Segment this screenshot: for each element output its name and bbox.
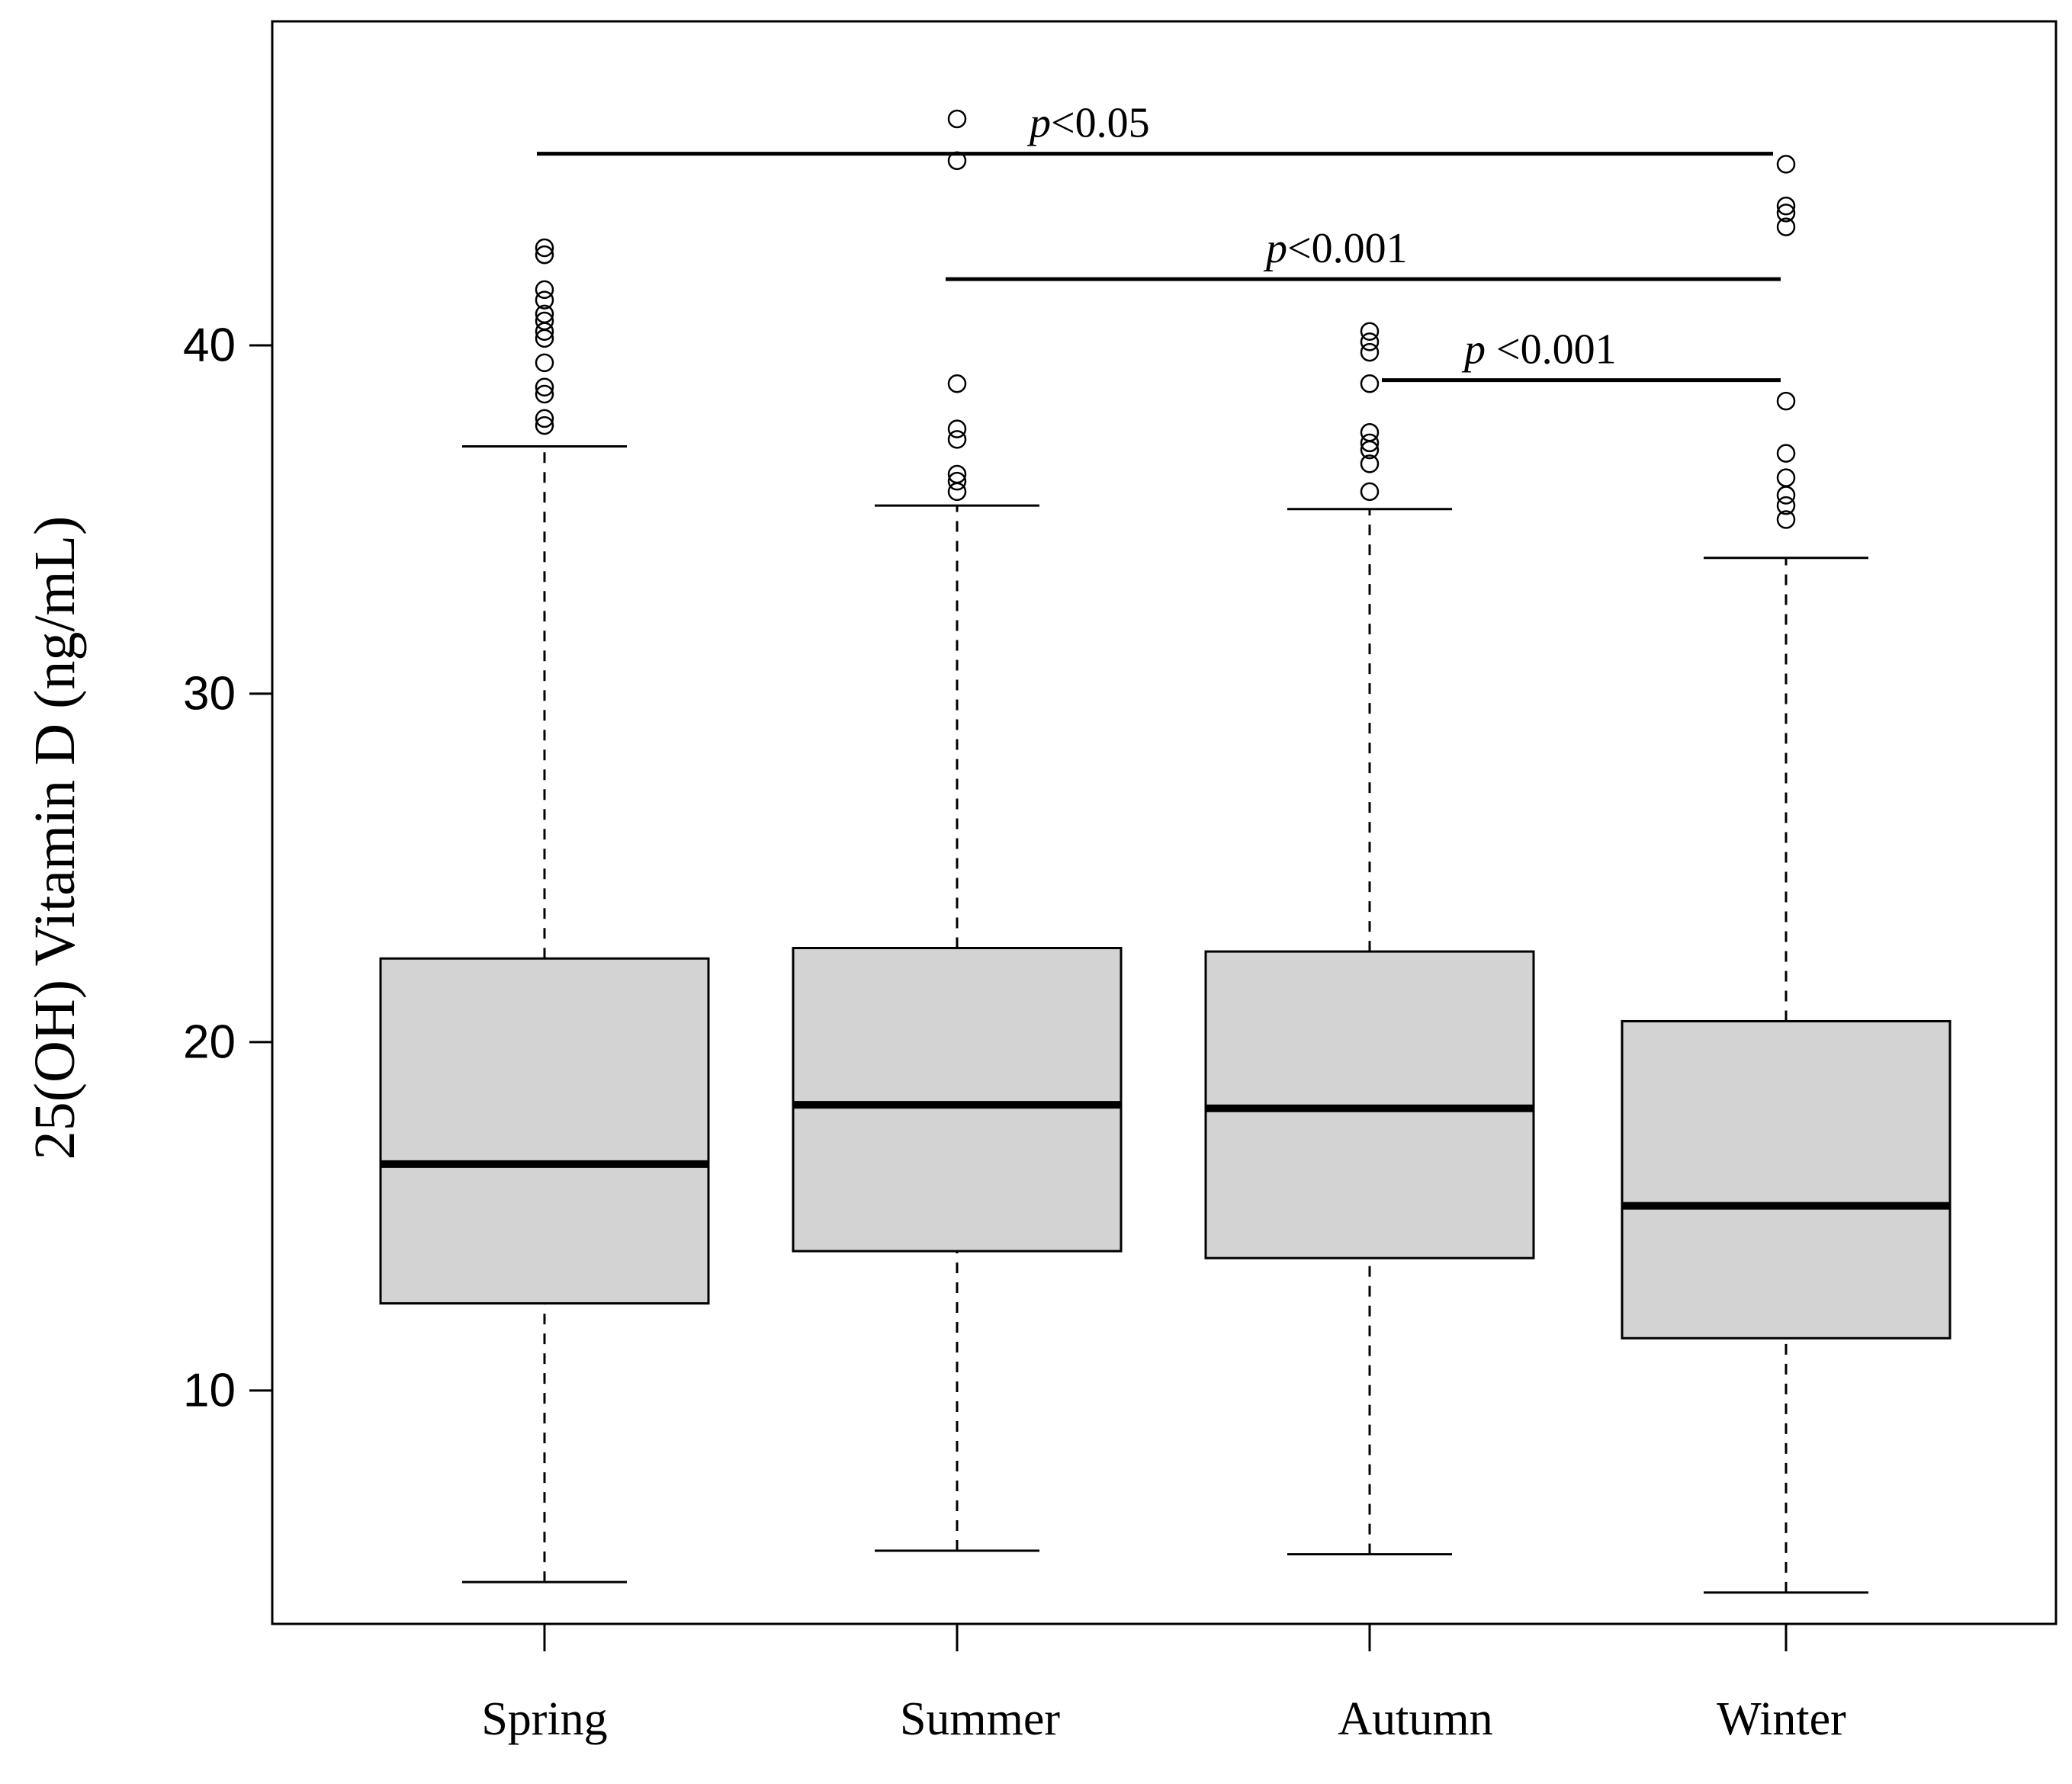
spring-outlier-9 [535, 290, 554, 310]
winter-outlier-8 [1776, 196, 1796, 216]
winter-outlier-1 [1776, 496, 1796, 515]
spring-outlier-8 [535, 304, 554, 324]
comparison-label-autumn-winter: p <0.001 [1461, 326, 1617, 374]
spring-outlier-1 [535, 409, 554, 428]
winter-outlier-3 [1776, 468, 1796, 487]
spring-outlier-4 [535, 353, 554, 373]
y-tick-label-30: 30 [183, 667, 236, 720]
y-tick-label-40: 40 [183, 319, 236, 371]
summer-outlier-2 [947, 464, 967, 484]
winter-box [1621, 1019, 1952, 1340]
autumn-outlier-7 [1360, 332, 1380, 351]
summer-outlier-5 [947, 374, 967, 393]
winter-outlier-4 [1776, 444, 1796, 463]
autumn-outlier-0 [1360, 482, 1380, 502]
comparison-label-spring-winter: p<0.05 [1026, 100, 1150, 147]
summer-outlier-3 [947, 430, 967, 449]
comparison-label-summer-winter: p<0.001 [1263, 225, 1408, 272]
p-value-symbol: p [1263, 225, 1287, 272]
x-tick-label-summer: Summer [900, 1693, 1060, 1745]
p-value-threshold: <0.05 [1051, 100, 1150, 147]
spring-outlier-3 [535, 377, 554, 397]
p-value-threshold: <0.001 [1486, 326, 1617, 374]
summer-outlier-4 [947, 419, 967, 438]
autumn-outlier-8 [1360, 322, 1380, 341]
spring-outlier-11 [535, 245, 554, 265]
y-axis-label: 25(OH) Vitamin D (ng/mL) [23, 516, 87, 1160]
autumn-outlier-4 [1360, 422, 1380, 442]
p-value-threshold: <0.001 [1287, 225, 1408, 272]
autumn-outlier-5 [1360, 374, 1380, 393]
spring-outlier-12 [535, 238, 554, 258]
winter-outlier-0 [1776, 510, 1796, 529]
spring-box [379, 957, 710, 1305]
x-tick-label-winter: Winter [1717, 1693, 1846, 1745]
spring-outlier-0 [535, 416, 554, 435]
winter-outlier-6 [1776, 217, 1796, 236]
x-tick-label-spring: Spring [481, 1693, 607, 1745]
autumn-outlier-1 [1360, 454, 1380, 473]
x-tick-label-autumn: Autumn [1338, 1693, 1492, 1745]
spring-outlier-10 [535, 280, 554, 300]
spring-outlier-7 [535, 311, 554, 331]
summer-outlier-7 [947, 109, 967, 129]
p-value-symbol: p [1026, 100, 1051, 147]
autumn-outlier-3 [1360, 433, 1380, 453]
y-tick-label-10: 10 [183, 1364, 236, 1417]
winter-outlier-5 [1776, 391, 1796, 411]
winter-outlier-7 [1776, 204, 1796, 223]
summer-outlier-1 [947, 471, 967, 491]
p-value-symbol: p [1461, 326, 1486, 374]
summer-box [792, 947, 1123, 1253]
spring-outlier-2 [535, 384, 554, 404]
y-tick-label-20: 20 [183, 1016, 236, 1068]
winter-outlier-9 [1776, 155, 1796, 174]
autumn-outlier-6 [1360, 342, 1380, 362]
